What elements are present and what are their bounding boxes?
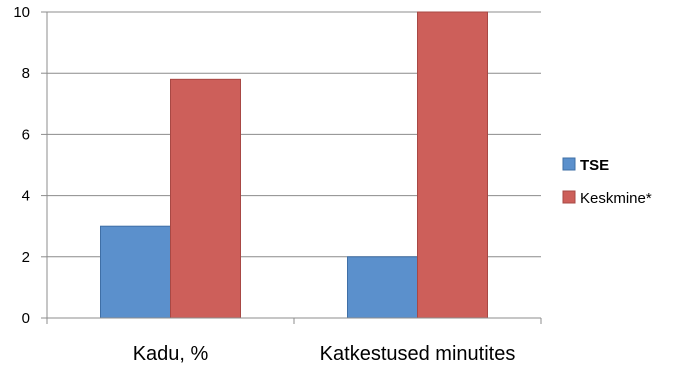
bar-keskmine-1 (170, 78, 241, 319)
bar-keskmine-2 (417, 11, 488, 319)
y-tick-label: 10 (13, 4, 30, 21)
bars (100, 11, 488, 319)
y-tick-label: 6 (22, 126, 30, 143)
y-tick-label: 4 (22, 188, 30, 205)
y-tick-label: 2 (22, 249, 30, 266)
axes (41, 11, 542, 324)
bar-tse-2 (347, 256, 418, 319)
bar-tse-1 (100, 225, 171, 319)
legend-swatch (562, 190, 576, 204)
legend-label: Keskmine* (580, 190, 652, 207)
y-tick-label: 0 (22, 310, 30, 327)
x-tick-labels: Kadu, % Katkestused minutites (133, 343, 516, 365)
legend-label: TSE (580, 157, 609, 174)
y-tick-labels: 0 2 4 6 8 10 (13, 4, 30, 327)
y-tick-label: 8 (22, 65, 30, 82)
x-tick-label: Katkestused minutites (320, 343, 516, 365)
legend: TSE Keskmine* (562, 157, 652, 207)
legend-swatch (562, 157, 576, 171)
x-tick-label: Kadu, % (133, 343, 209, 365)
